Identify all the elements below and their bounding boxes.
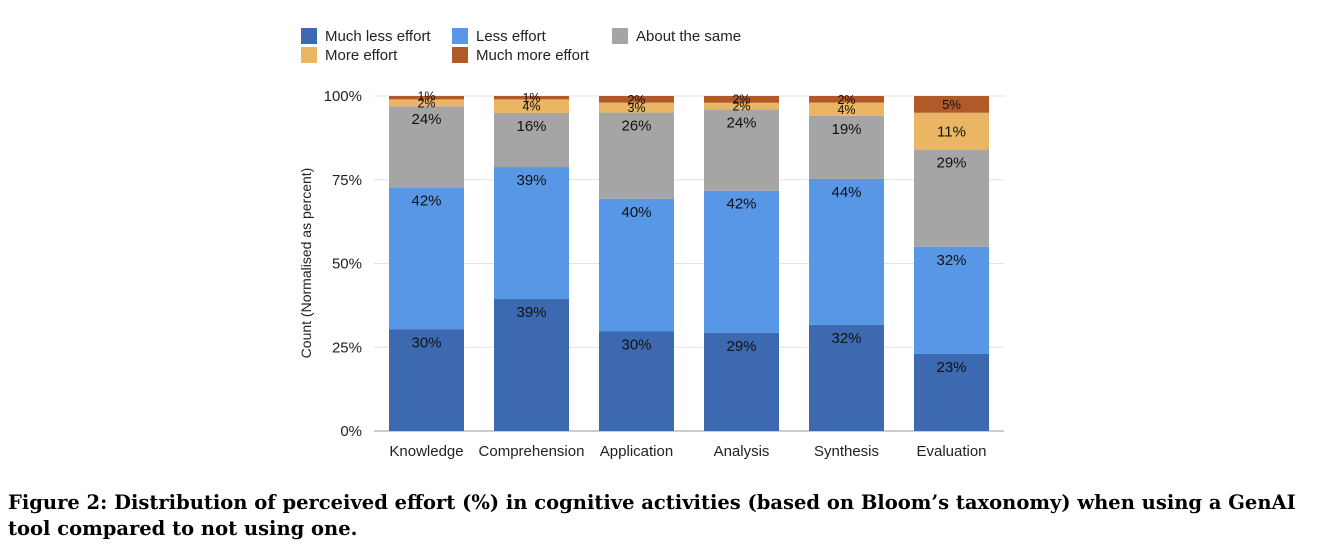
data-label: 39% xyxy=(516,172,546,189)
data-label: 2% xyxy=(837,93,855,107)
bar-segment xyxy=(914,96,989,113)
data-label: 2% xyxy=(732,100,750,114)
bar-segment xyxy=(494,99,569,113)
bar-segment xyxy=(389,187,464,330)
legend-swatch xyxy=(452,47,468,63)
data-label: 42% xyxy=(726,196,756,213)
legend-label: More effort xyxy=(325,47,398,64)
x-tick-label: Evaluation xyxy=(916,443,986,460)
data-label: 1% xyxy=(417,89,435,103)
x-tick-label: Analysis xyxy=(714,443,770,460)
bar-segment xyxy=(704,190,779,333)
y-tick-label: 100% xyxy=(324,88,362,105)
data-label: 24% xyxy=(411,111,441,128)
bar-segment xyxy=(704,96,779,103)
legend-label: Much less effort xyxy=(325,28,431,45)
bar-segment xyxy=(809,324,884,431)
legend-label: About the same xyxy=(636,28,741,45)
bar-segment xyxy=(914,246,989,354)
bar-segment xyxy=(704,109,779,191)
legend-swatch xyxy=(301,47,317,63)
y-axis: 0% 25% 50% 75% 100% xyxy=(324,88,362,440)
data-label: 5% xyxy=(942,97,961,112)
bar-segment xyxy=(599,331,674,431)
x-tick-label: Application xyxy=(600,443,673,460)
legend-swatch xyxy=(452,28,468,44)
bar-segment xyxy=(389,96,464,100)
data-label: 2% xyxy=(627,93,645,107)
bar-segment xyxy=(809,102,884,116)
chart-bars: 30%42%24%2%1%39%39%16%4%1%30%40%26%3%2%2… xyxy=(389,89,989,431)
y-tick-label: 0% xyxy=(340,423,362,440)
bar-segment xyxy=(704,332,779,431)
bar-segment xyxy=(389,329,464,431)
legend-label: Less effort xyxy=(476,28,547,45)
data-label: 29% xyxy=(726,338,756,355)
bar-segment xyxy=(494,299,569,431)
data-label: 3% xyxy=(627,101,645,115)
data-label: 30% xyxy=(411,334,441,351)
data-label: 32% xyxy=(831,330,861,347)
bar-segment xyxy=(494,112,569,168)
bar-segment xyxy=(599,96,674,103)
x-axis: Knowledge Comprehension Application Analysi… xyxy=(389,443,986,460)
bar-segment xyxy=(389,99,464,107)
legend-swatch xyxy=(301,28,317,44)
data-label: 19% xyxy=(831,121,861,138)
bar-segment xyxy=(914,353,989,431)
bar-segment xyxy=(599,112,674,199)
data-label: 30% xyxy=(621,336,651,353)
y-axis-label: Count (Normalised as percent) xyxy=(298,168,314,359)
data-label: 16% xyxy=(516,118,546,135)
legend-swatch xyxy=(612,28,628,44)
data-label: 4% xyxy=(837,103,855,117)
bar-segment xyxy=(599,102,674,113)
bar-segment xyxy=(809,115,884,179)
bar-segment xyxy=(389,106,464,188)
figure-caption: Figure 2: Distribution of perceived effo… xyxy=(8,491,1296,540)
data-label: 11% xyxy=(937,123,966,140)
data-label: 4% xyxy=(522,100,540,114)
y-tick-label: 75% xyxy=(332,172,362,189)
data-label: 44% xyxy=(831,184,861,201)
bar-segment xyxy=(914,112,989,150)
chart-legend: Much less effort Less effort About the sam… xyxy=(301,28,741,64)
bar-segment xyxy=(494,96,569,100)
bar-segment xyxy=(914,149,989,247)
data-label: 40% xyxy=(621,204,651,221)
bar-segment xyxy=(494,167,569,300)
data-label: 39% xyxy=(516,304,546,321)
data-label: 1% xyxy=(522,91,540,105)
x-tick-label: Knowledge xyxy=(389,443,463,460)
data-label: 42% xyxy=(411,192,441,209)
data-label: 23% xyxy=(936,359,966,376)
x-tick-label: Comprehension xyxy=(479,443,585,460)
stacked-bar-chart: Much less effort Less effort About the sam… xyxy=(298,28,1004,460)
bar-segment xyxy=(809,96,884,103)
data-label: 29% xyxy=(936,155,966,172)
bar-segment xyxy=(809,178,884,325)
data-label: 2% xyxy=(417,96,435,110)
legend-label: Much more effort xyxy=(476,47,590,64)
y-tick-label: 25% xyxy=(332,339,362,356)
data-label: 32% xyxy=(936,252,966,269)
data-label: 24% xyxy=(726,115,756,132)
x-tick-label: Synthesis xyxy=(814,443,879,460)
y-tick-label: 50% xyxy=(332,256,362,273)
data-label: 26% xyxy=(621,118,651,135)
data-label: 2% xyxy=(732,93,750,107)
bar-segment xyxy=(704,102,779,110)
bar-segment xyxy=(599,198,674,332)
chart-gridlines xyxy=(374,95,1004,432)
